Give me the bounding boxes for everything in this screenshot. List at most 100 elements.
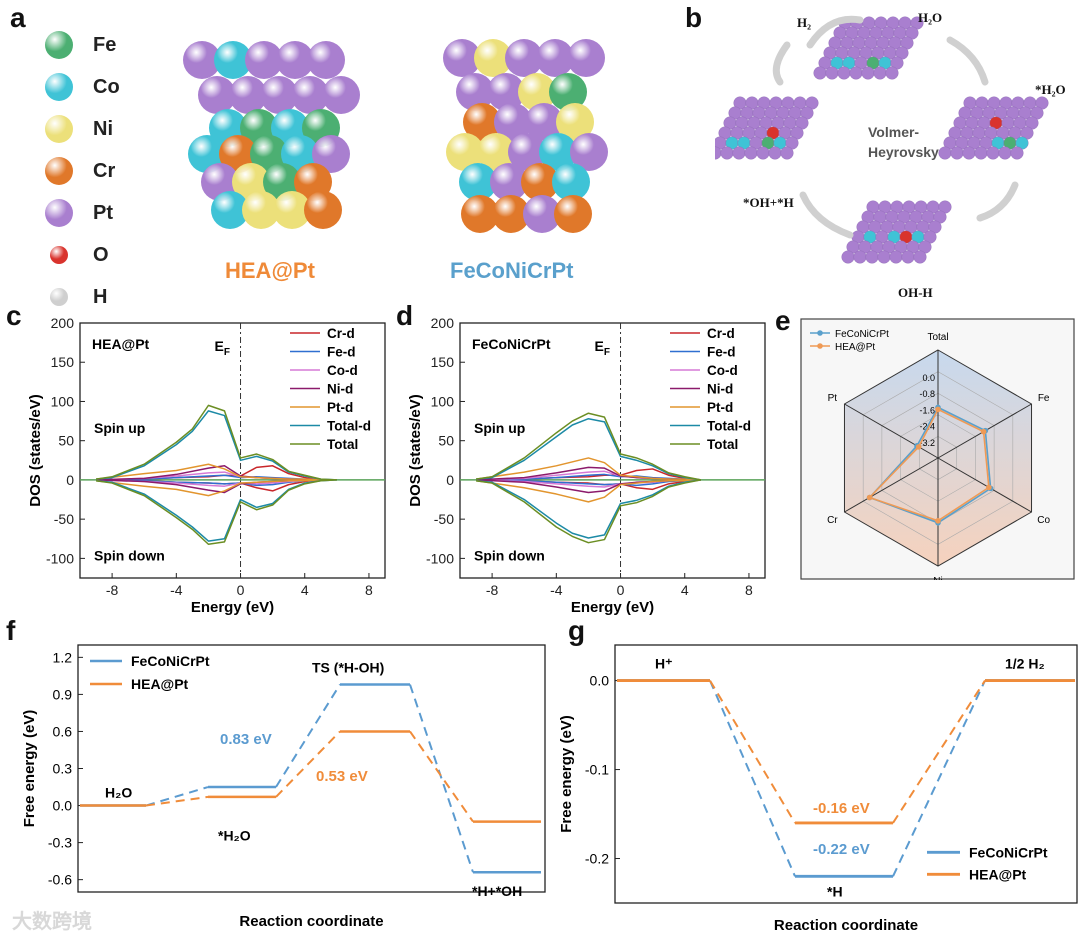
hea-pt-model xyxy=(183,41,360,229)
barrier-label-feconicrpt: 0.83 eV xyxy=(220,731,272,748)
step-oh-plus-h-label: *OH+*H xyxy=(743,195,794,210)
arrow-to-oh-h xyxy=(976,181,1019,222)
slab-oh-h xyxy=(841,200,952,264)
y-tick-label: -100 xyxy=(426,550,454,566)
radar-ring-label: 0.0 xyxy=(922,373,935,383)
arrow-to-oh-plus-h xyxy=(799,191,854,239)
connector xyxy=(892,680,986,877)
atom-co xyxy=(539,133,577,171)
slab-atom xyxy=(744,146,758,160)
atom-co xyxy=(211,191,249,229)
watermark: 大数跨境 xyxy=(12,911,92,933)
radar-legend-marker xyxy=(817,330,823,336)
atom-pt xyxy=(198,76,236,114)
radar-legend-marker xyxy=(817,343,823,349)
slab-star-h2o xyxy=(938,96,1049,160)
slab-atom xyxy=(1010,146,1024,160)
slab-atom xyxy=(962,146,976,160)
legend-label-cr: Cr xyxy=(93,159,116,182)
atom-pt xyxy=(229,76,267,114)
state-final: *H+*OH xyxy=(472,883,522,899)
radar-axis xyxy=(844,403,939,459)
series-total-d-down xyxy=(475,479,701,539)
atom-ni xyxy=(556,103,594,141)
x-tick-label: -4 xyxy=(550,582,563,598)
y-tick-label: -50 xyxy=(434,511,454,527)
slab-atom xyxy=(974,146,988,160)
plot-frame xyxy=(459,322,766,579)
connector xyxy=(275,683,341,788)
connector xyxy=(409,730,474,823)
slab-atom xyxy=(732,146,746,160)
state-mid: *H xyxy=(827,883,843,899)
atom-pt xyxy=(570,133,608,171)
value-label-hea-pt: -0.16 eV xyxy=(813,800,870,817)
slab-atom xyxy=(877,250,891,264)
y-tick-label: 0.6 xyxy=(53,723,73,739)
atom-cr xyxy=(304,191,342,229)
feconicrpt-model xyxy=(443,39,608,233)
legend-label-ni-d: Ni-d xyxy=(327,382,353,397)
y-tick-label: 100 xyxy=(431,393,455,409)
atom-co xyxy=(552,163,590,201)
step-h2-label: H₂ xyxy=(797,15,812,30)
radar-axis-label: Total xyxy=(927,332,948,343)
radar-legend-label: HEA@Pt xyxy=(835,342,875,353)
arrow-to-star-h2o xyxy=(946,36,989,86)
legend-label: HEA@Pt xyxy=(131,676,189,692)
atom-pt xyxy=(536,39,574,77)
legend-label-co: Co xyxy=(93,75,120,98)
atom-pt xyxy=(487,73,525,111)
slab-atom xyxy=(813,66,827,80)
atom-pt xyxy=(490,163,528,201)
atom-fe xyxy=(549,73,587,111)
legend-label-total: Total xyxy=(707,437,738,452)
legend-item-fe: Fe xyxy=(45,24,120,66)
radar-axis-label: Fe xyxy=(1038,393,1050,404)
slab-atom xyxy=(950,146,964,160)
hea-pt-title: HEA@Pt xyxy=(225,258,315,283)
atom-cr xyxy=(492,195,530,233)
x-tick-label: 4 xyxy=(301,582,309,598)
state-h2o: H₂O xyxy=(105,785,132,801)
radar-ring-label: -1.6 xyxy=(919,405,935,415)
connector xyxy=(709,680,796,877)
cycle-center-line2: Heyrovsky xyxy=(868,144,939,160)
legend-swatch-h xyxy=(50,288,68,306)
legend-label-o: O xyxy=(93,243,109,266)
atom-ni xyxy=(242,191,280,229)
radar-point xyxy=(866,494,873,501)
connector xyxy=(145,795,209,807)
slab-atom xyxy=(780,146,794,160)
legend-label-h: H xyxy=(93,285,108,308)
x-tick-label: 4 xyxy=(681,582,689,598)
legend-label-co-d: Co-d xyxy=(707,363,738,378)
radar-point xyxy=(935,517,941,524)
atom-pt xyxy=(494,103,532,141)
radar-ring-label: -3.2 xyxy=(919,438,935,448)
y-tick-label: 0 xyxy=(446,472,454,488)
cycle-center-label: Volmer- Heyrovsky xyxy=(868,122,939,162)
atom-ni xyxy=(446,133,484,171)
atom-pt xyxy=(312,135,350,173)
atom-pt xyxy=(505,39,543,77)
slab-atom xyxy=(825,66,839,80)
y-tick-label: 1.2 xyxy=(53,649,73,665)
slab-atom xyxy=(913,250,927,264)
state-ts: TS (*H-OH) xyxy=(312,660,384,676)
legend-item-h: H xyxy=(45,276,120,318)
series-pt-d-up xyxy=(475,457,701,481)
state-start: H⁺ xyxy=(655,656,673,672)
series-pt-d-down xyxy=(475,479,701,503)
connector xyxy=(409,684,474,873)
y-axis-label: Free energy (eV) xyxy=(558,715,575,833)
slab-atom xyxy=(938,146,952,160)
legend-swatch-o xyxy=(50,246,68,264)
legend-swatch-fe xyxy=(45,31,73,59)
panel-label-a: a xyxy=(10,2,26,33)
value-label-feconicrpt: -0.22 eV xyxy=(813,841,870,858)
energy-profile-water: 1.2 0.9 0.6 0.3 0.0 -0.3 -0.6 Reaction coordina… xyxy=(21,644,546,930)
slab-atom xyxy=(889,250,903,264)
series-total-down xyxy=(475,479,701,544)
atom-pt xyxy=(567,39,605,77)
